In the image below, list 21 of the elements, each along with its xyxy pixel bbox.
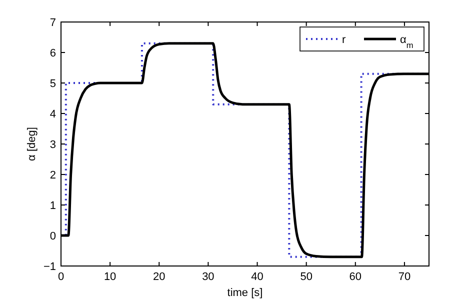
x-tick-label: 10 bbox=[104, 271, 116, 283]
x-tick-label: 40 bbox=[251, 271, 264, 283]
x-tick-label: 60 bbox=[349, 271, 362, 283]
x-tick-label: 50 bbox=[300, 271, 312, 283]
legend-label: r bbox=[342, 34, 346, 46]
y-tick-label: 1 bbox=[50, 200, 56, 212]
y-tick-label: 6 bbox=[50, 48, 56, 60]
y-tick-label: 7 bbox=[50, 17, 56, 29]
legend-label: α$_{m}$ bbox=[400, 34, 414, 50]
y-tick-label: 3 bbox=[50, 139, 56, 151]
x-tick-label: 70 bbox=[398, 271, 411, 283]
x-tick-label: 0 bbox=[58, 271, 64, 283]
x-axis-title: time [s] bbox=[227, 287, 263, 299]
y-axis-title: α [deg] bbox=[26, 127, 38, 161]
y-tick-label: 2 bbox=[50, 170, 56, 182]
x-tick-label: 20 bbox=[153, 271, 166, 283]
y-tick-label: 5 bbox=[50, 78, 56, 90]
x-tick-label: 30 bbox=[202, 271, 214, 283]
y-tick-label: −1 bbox=[43, 261, 56, 273]
y-tick-label: 0 bbox=[50, 230, 56, 242]
y-tick-label: 4 bbox=[50, 108, 56, 120]
